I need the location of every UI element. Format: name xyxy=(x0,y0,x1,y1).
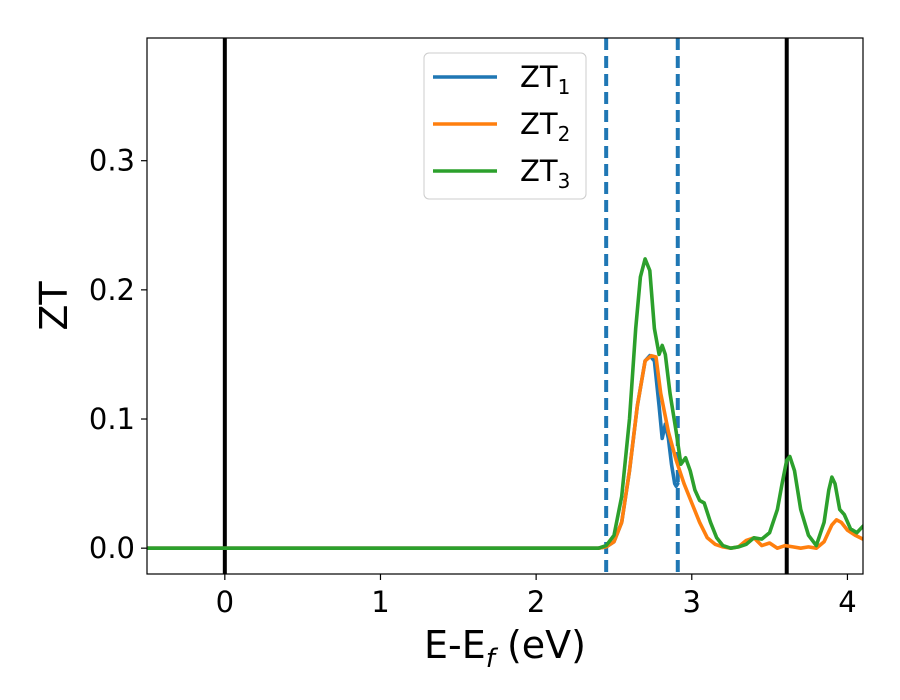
axis-ticks: 0 1 2 3 4 0.0 0.1 0.2 0.3 xyxy=(89,144,857,619)
vertical-markers xyxy=(222,38,789,574)
y-tick-label-0.1: 0.1 xyxy=(89,402,135,436)
y-tick-label-0.3: 0.3 xyxy=(89,144,135,178)
x-tick-label-1: 1 xyxy=(371,585,389,619)
x-tick-label-2: 2 xyxy=(527,585,545,619)
legend: ZT1 ZT2 ZT3 xyxy=(423,52,587,200)
x-axis-label: E-Ef (eV) xyxy=(424,623,586,674)
x-tick-label-0: 0 xyxy=(216,585,234,619)
legend-label-zt3: ZT3 xyxy=(520,154,570,193)
series-lines xyxy=(147,257,863,551)
legend-label-zt1: ZT1 xyxy=(520,60,570,99)
y-tick-label-0: 0.0 xyxy=(89,531,135,565)
x-axis-label-main: E-E xyxy=(424,623,486,667)
series-line-zt2 xyxy=(147,353,863,551)
y-tick-label-0.2: 0.2 xyxy=(89,273,135,307)
plot-area xyxy=(147,38,863,574)
legend-box xyxy=(423,52,587,200)
series-line-zt3 xyxy=(147,257,863,551)
x-tick-label-3: 3 xyxy=(683,585,701,619)
plot-frame xyxy=(146,37,864,575)
legend-label-zt2: ZT2 xyxy=(520,107,570,146)
x-tick-label-4: 4 xyxy=(838,585,856,619)
y-axis-label: ZT xyxy=(32,281,76,331)
x-axis-label-unit: (eV) xyxy=(495,623,586,667)
